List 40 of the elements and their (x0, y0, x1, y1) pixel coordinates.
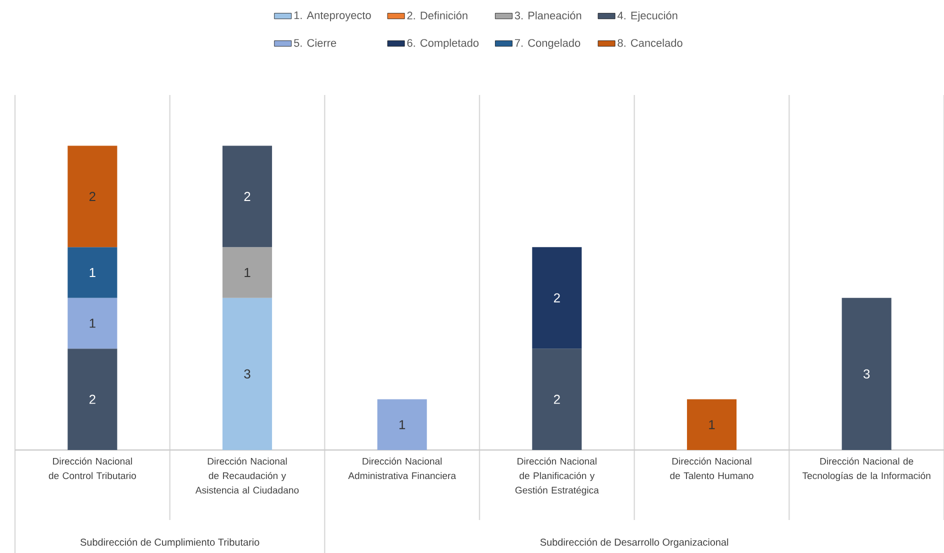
bar (68, 298, 118, 349)
data-label: 3 (244, 369, 250, 379)
data-label: 2 (89, 192, 96, 201)
x-tick-label: Dirección Nacional de Tecnologías de la Información (802, 458, 930, 481)
bar (532, 247, 582, 349)
x-tick-label: Dirección Nacional de Control Tributario (48, 458, 136, 480)
bar (532, 348, 582, 450)
text: Subdirección de Cumplimiento Tributario (80, 538, 260, 548)
bar (68, 247, 118, 298)
legend-label: 2. Definición (407, 11, 468, 20)
bar (68, 348, 118, 450)
data-label: 1 (709, 420, 715, 430)
bar (222, 146, 272, 248)
data-label: 2 (554, 293, 560, 302)
legend-label: 3. Planeación (514, 11, 582, 20)
legend-label: 7. Congelado (514, 38, 580, 49)
bar (377, 399, 427, 450)
x-tick-label: Dirección Nacional Administrativa Financiera (348, 458, 456, 480)
data-label: 1 (90, 318, 96, 328)
x-tick-label: Dirección Nacional de Talento Humano (670, 458, 754, 480)
data-label: 1 (90, 268, 96, 277)
bar (222, 247, 272, 298)
data-label: 1 (399, 420, 406, 430)
data-label: 2 (244, 192, 250, 201)
x-tick-label: Dirección Nacional de Planificación y Gestión Estratégica (515, 458, 599, 496)
data-label: 1 (244, 268, 250, 277)
legend-label: 1. Anteproyecto (294, 12, 371, 22)
x-tick-label: Dirección Nacional de Recaudación y Asistencia al Ciudadano (195, 458, 299, 494)
bar (68, 146, 118, 248)
legend-label: 6. Completado (407, 38, 479, 49)
data-label: 2 (89, 394, 96, 404)
bar (222, 298, 272, 450)
text: Subdirección de Desarrollo Organizacional (540, 538, 728, 548)
bar (842, 298, 892, 450)
bar (686, 399, 737, 450)
legend-label: 4. Ejecución (617, 11, 678, 22)
legend-label: 8. Cancelado (618, 38, 682, 47)
legend-label: 5. Cierre (294, 38, 336, 47)
data-label: 3 (863, 369, 870, 379)
data-label: 2 (554, 394, 560, 404)
